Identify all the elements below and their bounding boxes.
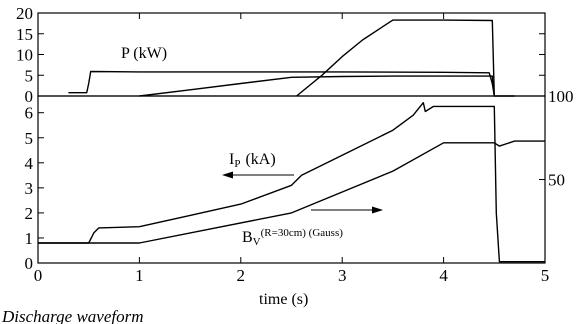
ip-subscript: P	[234, 158, 240, 170]
bv-label: BV(R=30cm) (Gauss)	[242, 227, 343, 248]
power-series-line-3	[296, 19, 495, 97]
ip-unit: (kA)	[245, 151, 275, 168]
x-tick-label: 2	[237, 266, 246, 285]
y-tick-label: 4	[25, 154, 34, 173]
plasma-current-line	[38, 102, 545, 263]
current-field-series	[38, 102, 545, 263]
power-panel-frame	[37, 12, 546, 97]
x-tick-label: 3	[338, 266, 347, 285]
x-tick-label: 0	[34, 266, 43, 285]
vertical-field-line	[38, 140, 545, 244]
power-y-tick-label: 10	[16, 46, 33, 65]
ip-symbol: I	[229, 151, 234, 168]
power-y-tick-label: 20	[16, 4, 33, 23]
x-tick-label: 5	[541, 266, 550, 285]
ip-arrow	[222, 171, 294, 179]
bv-arrow	[311, 206, 383, 214]
right-y-tick-label: 50	[548, 171, 565, 190]
y-tick-label: 2	[25, 204, 34, 223]
x-tick-label: 4	[439, 266, 448, 285]
y-tick-label: 3	[25, 179, 34, 198]
power-series	[68, 19, 515, 97]
y-tick-label: 1	[25, 229, 34, 248]
bv-radius: (R=30cm) (Gauss)	[261, 227, 344, 239]
power-panel: 0 510 15 20 P (kW)	[16, 4, 546, 106]
y-tick-label: 6	[25, 104, 34, 123]
power-series-line-2	[139, 75, 495, 97]
x-axis-label: time (s)	[259, 291, 308, 308]
x-tick-label: 1	[135, 266, 144, 285]
power-label: P (kW)	[121, 45, 167, 62]
ip-arrow-head	[222, 171, 233, 179]
ip-label: IP (kA)	[229, 151, 276, 170]
power-y-ticks: 0 510 15 20	[16, 4, 545, 106]
power-y-tick-label: 5	[25, 66, 34, 85]
y-tick-label: 0	[25, 254, 34, 273]
bv-subscript: V	[253, 236, 261, 248]
figure-caption: Discharge waveform	[1, 307, 144, 324]
power-y-tick-label: 0	[25, 87, 34, 106]
bv-symbol: B	[242, 229, 253, 246]
bv-arrow-head	[372, 206, 383, 214]
power-series-line-1	[68, 70, 515, 97]
power-y-tick-label: 15	[16, 25, 33, 44]
y-tick-label: 5	[25, 129, 34, 148]
right-y-tick-label: 100	[548, 87, 574, 106]
